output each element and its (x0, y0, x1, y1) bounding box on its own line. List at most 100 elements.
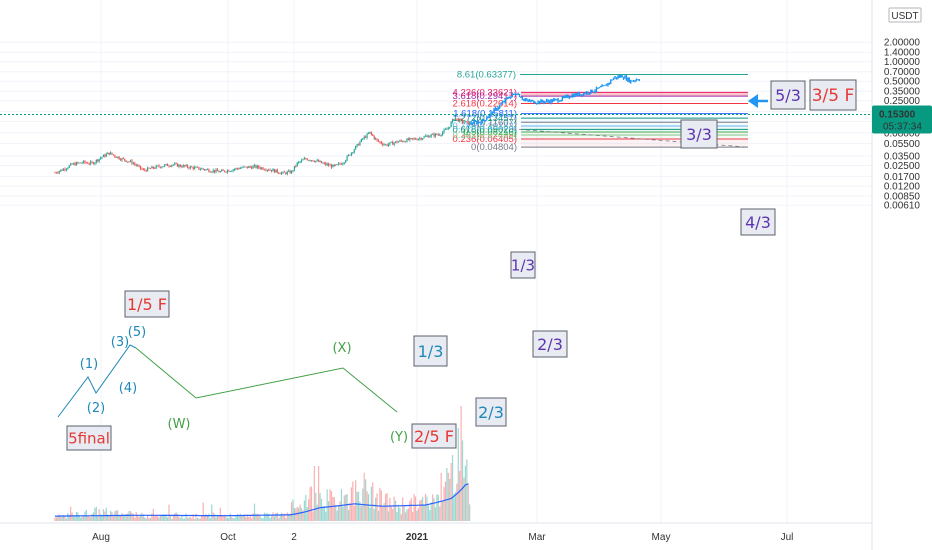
candle-body (387, 144, 390, 146)
candle-body (65, 168, 67, 170)
projected-price-path[interactable] (470, 74, 640, 125)
projected-bar (560, 99, 562, 102)
candle-body (420, 138, 422, 140)
fib-level-label: 1(0.11607) (472, 117, 517, 128)
candle-body (319, 161, 321, 162)
volume-bar (451, 455, 454, 521)
volume-bar (185, 513, 187, 521)
volume-bar (248, 516, 250, 521)
fib-band (521, 132, 748, 140)
price-tick-label: 0.50000 (884, 77, 921, 88)
candle-body (214, 170, 216, 173)
candle-body (336, 164, 338, 166)
projected-bar (588, 93, 591, 95)
projected-bar (571, 93, 573, 98)
volume-bar (182, 518, 184, 521)
candle-body (108, 152, 110, 155)
wave-label: (5) (128, 325, 146, 340)
wave-box-label: 1/3 (418, 342, 444, 361)
volume-bar (125, 513, 127, 521)
projected-bar (577, 92, 579, 96)
volume-bar (141, 512, 143, 521)
candle-body (94, 162, 96, 165)
volume-bar (196, 517, 199, 521)
wave-box (475, 397, 507, 427)
candle-body (370, 131, 372, 135)
volume-bar (112, 516, 115, 521)
volume-bar (390, 506, 392, 521)
projected-bar (634, 80, 636, 83)
volume-bar (298, 507, 300, 521)
candle-body (396, 141, 398, 143)
candle-body (231, 170, 233, 172)
elliott-wave-lines[interactable] (57, 344, 398, 418)
candle-body (339, 163, 341, 165)
grid (0, 0, 872, 523)
candle-body (117, 156, 119, 158)
candle-body (175, 163, 177, 165)
volume-bar (118, 515, 120, 521)
volume-bar (266, 513, 268, 521)
candle-body (241, 167, 243, 169)
volume-bar (289, 513, 291, 521)
volume-bar (186, 517, 189, 521)
projected-bar (635, 78, 638, 82)
candle-body (58, 171, 60, 173)
volume-bar (236, 514, 238, 521)
wave-label: (3) (111, 335, 129, 350)
impulse-wave-line (57, 344, 137, 418)
candle-body (283, 171, 286, 173)
projected-bar (551, 99, 554, 103)
candle-body (469, 122, 471, 125)
projected-bar (511, 93, 514, 98)
volume-bar (60, 516, 62, 521)
volume-bar (325, 511, 327, 521)
volume-bar (434, 507, 437, 521)
wave-annotations[interactable]: (1) (2) (3) (4) (5) (W) (X) (Y) 5final 1/5 F 1/3 2/… (66, 79, 857, 451)
candle-body (461, 119, 464, 123)
time-axis[interactable]: Aug Oct 2 2021 Mar May Jul (0, 522, 872, 543)
volume-bar (159, 516, 162, 521)
volume-bar (232, 517, 234, 521)
candle-body (282, 171, 284, 173)
projected-bar (563, 95, 565, 99)
projected-bar (514, 92, 516, 96)
wave-label: (X) (332, 341, 351, 356)
candle-body (119, 159, 122, 161)
last-price-badge-bg (872, 105, 932, 134)
candle-body (329, 164, 331, 166)
projected-bar (601, 84, 603, 87)
volume-bar (164, 514, 166, 521)
candle-body (166, 163, 169, 167)
candle-body (67, 167, 69, 169)
candle-body (238, 168, 240, 170)
candle-body (414, 138, 417, 140)
wave-box-label: 2/5 F (414, 427, 454, 446)
candle-body (335, 164, 337, 166)
candle-body (296, 162, 298, 167)
projected-bar (527, 99, 529, 103)
volume-bar (316, 504, 318, 521)
price-axis[interactable]: 2.000001.400001.000000.700000.500000.350… (871, 0, 932, 550)
volume-bar (466, 459, 468, 521)
candle-body (57, 172, 59, 174)
candle-body (112, 154, 115, 156)
projected-bar (550, 98, 552, 105)
candle-body (78, 162, 80, 164)
candle-body (135, 164, 137, 166)
volume-bar (409, 500, 411, 521)
candle-body (74, 163, 76, 166)
candle-body (442, 132, 444, 135)
volume-bar (262, 518, 264, 521)
projected-bar (488, 113, 491, 119)
volume-bar (403, 505, 405, 521)
candle-body (439, 134, 441, 136)
candle-body (467, 121, 469, 125)
projected-bar (516, 94, 518, 96)
volume-bar (356, 491, 358, 521)
candle-body (70, 163, 72, 166)
volume-bar (242, 515, 244, 521)
projected-bar (507, 96, 509, 99)
candle-body (221, 170, 223, 172)
